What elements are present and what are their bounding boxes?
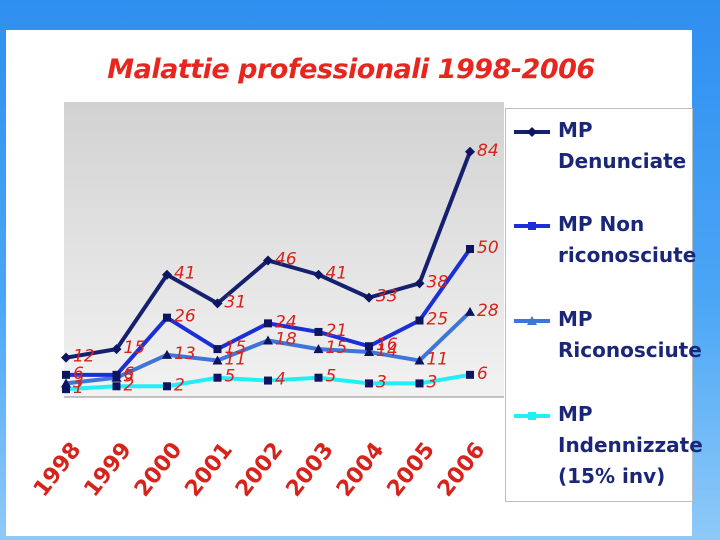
data-point — [112, 370, 121, 379]
x-tick-label: 2003 — [282, 438, 339, 502]
data-label: 1 — [73, 378, 84, 398]
x-tick-label: 2001 — [181, 438, 238, 502]
legend-swatch-marker — [527, 127, 537, 137]
x-tick-label: 1998 — [29, 438, 86, 502]
data-point — [213, 373, 222, 382]
data-label: 15 — [326, 338, 348, 358]
data-point — [314, 373, 323, 382]
data-point — [62, 385, 70, 394]
data-point — [414, 278, 425, 289]
data-point — [364, 346, 374, 356]
data-label: 5 — [225, 367, 236, 387]
data-point — [263, 255, 273, 266]
data-label: 31 — [225, 292, 247, 312]
data-point — [364, 292, 374, 303]
data-point — [163, 382, 171, 391]
data-label: 3 — [376, 372, 387, 392]
legend-swatch-marker — [528, 412, 536, 420]
data-label: 15 — [124, 338, 146, 358]
data-point — [263, 335, 273, 345]
legend-swatch — [514, 316, 550, 325]
x-tick-label: 2004 — [332, 438, 389, 502]
data-label: 5 — [326, 367, 337, 387]
x-tick-label: 2000 — [130, 438, 187, 502]
data-point — [415, 379, 424, 388]
data-point — [62, 370, 70, 379]
data-label: 2 — [174, 375, 185, 395]
data-label: 24 — [275, 312, 297, 332]
data-point — [313, 269, 324, 280]
data-label: 41 — [174, 264, 196, 284]
data-label: 18 — [275, 330, 297, 350]
data-point — [465, 146, 475, 157]
legend-label: MP Non riconosciute — [558, 212, 697, 267]
data-point — [365, 342, 373, 351]
data-label: 6 — [477, 364, 488, 384]
data-point — [112, 382, 121, 391]
data-point — [264, 319, 272, 328]
slide-panel: Malattie professionali 1998-2006 12 15 41 3… — [6, 30, 703, 536]
legend-label: MP Denunciate — [558, 118, 687, 173]
data-point — [212, 355, 223, 365]
data-label: 25 — [427, 310, 449, 330]
data-point — [61, 352, 71, 363]
chart-title: Malattie professionali 1998-2006 — [107, 54, 595, 85]
data-label: 4 — [275, 370, 286, 390]
data-label: 41 — [326, 264, 348, 284]
data-point — [163, 313, 171, 322]
data-label: 13 — [174, 344, 196, 364]
data-label: 15 — [225, 338, 247, 358]
data-label: 6 — [73, 364, 84, 384]
data-point — [213, 345, 222, 354]
data-label: 11 — [427, 350, 449, 370]
data-label: 3 — [73, 372, 84, 392]
data-label: 11 — [225, 350, 247, 370]
data-point — [162, 349, 172, 359]
x-tick-label: 1999 — [80, 438, 137, 502]
data-point — [61, 378, 71, 388]
data-label: 46 — [275, 249, 297, 269]
data-label: 84 — [477, 141, 499, 161]
legend-label: MP Indennizzate (15% inv) — [558, 402, 703, 488]
x-tick-label: 2002 — [231, 438, 288, 502]
x-tick-label: 2006 — [433, 438, 490, 502]
legend-swatch — [514, 222, 550, 230]
data-label: 12 — [73, 347, 95, 367]
data-point — [365, 379, 373, 388]
legend-label: MP Riconosciute — [558, 307, 702, 362]
data-label: 21 — [326, 321, 348, 341]
data-label: 50 — [477, 238, 499, 258]
data-label: 14 — [376, 341, 398, 361]
data-point — [314, 327, 323, 336]
data-label: 38 — [427, 272, 449, 292]
legend-swatch-marker — [527, 316, 537, 325]
data-point — [313, 344, 324, 354]
data-label: 28 — [477, 301, 499, 321]
legend-swatch — [514, 412, 550, 420]
data-point — [162, 269, 172, 280]
legend-swatch-marker — [528, 222, 536, 230]
chart-legend: MP Denunciate MP Non riconosciute MP Ricon… — [505, 108, 703, 502]
data-point — [415, 316, 424, 325]
data-label: 3 — [427, 372, 438, 392]
data-label: 33 — [376, 287, 398, 307]
x-tick-label: 2005 — [383, 438, 440, 502]
data-label: 6 — [124, 364, 135, 384]
data-point — [465, 306, 475, 316]
data-label: 26 — [174, 307, 196, 327]
data-point — [264, 376, 272, 385]
data-label: 2 — [124, 375, 135, 395]
data-point — [414, 355, 425, 365]
data-point — [466, 370, 474, 379]
data-label: 16 — [376, 335, 398, 355]
data-label: 5 — [124, 367, 135, 387]
data-point — [111, 344, 122, 355]
legend-swatch — [514, 127, 550, 137]
data-point — [466, 245, 474, 253]
data-point — [212, 298, 223, 309]
